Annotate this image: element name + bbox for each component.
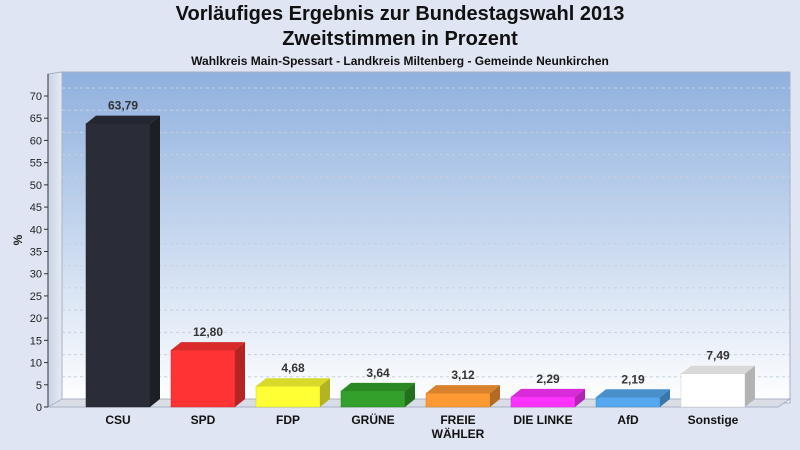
- data-label: 2,19: [621, 372, 645, 386]
- y-axis-label: %: [11, 234, 25, 245]
- bar-side: [235, 342, 245, 407]
- plot-floor: [46, 398, 792, 408]
- y-tick-label: 55: [30, 158, 42, 170]
- x-tick-label: CSU: [105, 413, 130, 427]
- x-tick-label: DIE LINKE: [513, 413, 572, 427]
- data-label: 3,64: [366, 366, 390, 380]
- bar-grüne: [340, 382, 415, 408]
- bar-sonstige: [680, 365, 755, 408]
- bar-side: [575, 388, 585, 407]
- y-tick-label: 35: [30, 247, 42, 259]
- bar-top: [256, 378, 330, 387]
- bar-freie-wähler: [425, 385, 500, 408]
- chart-subtitle-2: Wahlkreis Main-Spessart - Landkreis Milt…: [191, 54, 609, 68]
- bar-top: [426, 385, 500, 394]
- bar-side: [490, 385, 500, 407]
- bar-front: [255, 385, 321, 408]
- y-tick-label: 10: [30, 358, 42, 370]
- bar-spd: [170, 342, 245, 408]
- bar-afd: [595, 389, 670, 408]
- bar-csu: [85, 115, 160, 408]
- x-tick-label: Sonstige: [688, 413, 739, 427]
- bar-fdp: [255, 378, 330, 408]
- y-tick-label: 40: [30, 224, 42, 236]
- data-label: 63,79: [108, 99, 138, 113]
- chart-title: Vorläufiges Ergebnis zur Bundestagswahl …: [175, 3, 625, 25]
- bar-front: [425, 392, 491, 408]
- bar-die-linke: [510, 388, 585, 408]
- bar-side: [660, 389, 670, 407]
- x-tick-label: FDP: [276, 413, 300, 427]
- bar-top: [341, 382, 415, 391]
- y-tick-label: 5: [36, 380, 42, 392]
- bar-top: [681, 365, 755, 374]
- x-tick-label: GRÜNE: [351, 412, 394, 427]
- bar-side: [150, 115, 160, 407]
- y-tick-label: 30: [30, 269, 42, 281]
- data-label: 3,12: [451, 368, 475, 382]
- chart-subtitle-1: Zweitstimmen in Prozent: [282, 28, 518, 50]
- side-wall: [47, 71, 63, 408]
- y-tick-label: 45: [30, 202, 42, 214]
- bar-top: [511, 388, 585, 397]
- bar-side: [745, 365, 755, 407]
- bar-side: [405, 382, 415, 407]
- bar-front: [85, 123, 151, 408]
- y-tick-label: 20: [30, 313, 42, 325]
- data-label: 4,68: [281, 361, 305, 375]
- x-tick-label: WÄHLER: [432, 426, 485, 441]
- y-tick-label: 70: [30, 91, 42, 103]
- x-tick-label: SPD: [191, 413, 216, 427]
- bar-front: [680, 373, 746, 408]
- y-tick-label: 25: [30, 291, 42, 303]
- y-tick-label: 60: [30, 135, 42, 147]
- bar-top: [86, 115, 160, 124]
- x-tick-label: FREIE: [440, 413, 475, 427]
- bar-front: [595, 397, 661, 408]
- y-tick-label: 15: [30, 335, 42, 347]
- x-tick-label: AfD: [617, 413, 639, 427]
- data-label: 12,80: [193, 325, 223, 339]
- bar-front: [170, 349, 236, 408]
- bar-front: [340, 390, 406, 408]
- y-tick-label: 0: [36, 402, 42, 414]
- y-tick-label: 65: [30, 113, 42, 125]
- y-tick-label: 50: [30, 180, 42, 192]
- bar-top: [596, 389, 670, 398]
- data-label: 7,49: [706, 349, 730, 363]
- data-label: 2,29: [536, 372, 560, 386]
- bar-side: [320, 378, 330, 407]
- bar-top: [171, 342, 245, 351]
- bar-front: [510, 396, 576, 408]
